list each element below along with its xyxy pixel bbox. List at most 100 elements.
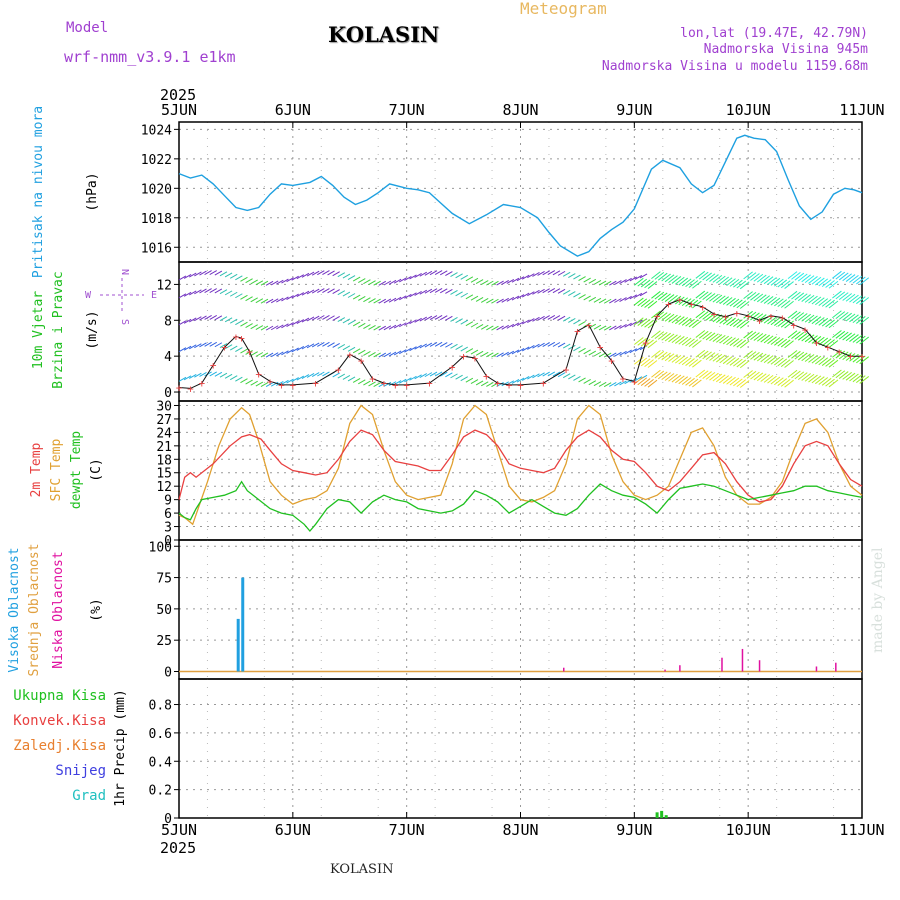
wind-barb bbox=[578, 320, 586, 326]
wind-barb bbox=[475, 323, 484, 329]
wind-barb bbox=[178, 320, 187, 326]
precip-bar bbox=[660, 810, 664, 818]
wind-barb bbox=[624, 322, 632, 328]
wind-barb bbox=[465, 294, 474, 300]
wind-barb bbox=[678, 376, 689, 385]
wind-barb bbox=[603, 298, 612, 304]
wind-gust-marker: + bbox=[574, 325, 581, 338]
x-tick-label-top: 7JUN bbox=[389, 101, 425, 119]
temp-title-2: dewpt Temp bbox=[69, 431, 84, 509]
wind-gust-marker: + bbox=[711, 308, 718, 321]
wind-barb bbox=[722, 336, 733, 345]
wind-barb bbox=[828, 280, 839, 289]
wind-barb bbox=[322, 341, 330, 347]
wind-barb bbox=[828, 320, 839, 329]
wind-barb bbox=[511, 349, 520, 355]
wind-barb bbox=[301, 290, 310, 296]
wind-barb bbox=[363, 324, 371, 329]
y-tick-label: 8 bbox=[164, 314, 172, 329]
wind-barb bbox=[692, 300, 702, 309]
wind-barb bbox=[270, 381, 279, 387]
y-tick-label: 0 bbox=[164, 665, 172, 680]
wind-barb bbox=[404, 320, 412, 326]
wind-gust-marker: + bbox=[517, 379, 524, 392]
wind-barb bbox=[429, 288, 438, 294]
wind-barb bbox=[774, 377, 784, 386]
wind-barb bbox=[712, 274, 723, 283]
wind-barb bbox=[245, 278, 253, 284]
wind-barb bbox=[342, 374, 351, 380]
wind-barb bbox=[629, 276, 638, 282]
wind-barb bbox=[414, 317, 422, 323]
wind-barb bbox=[537, 315, 545, 321]
wind-barb bbox=[729, 278, 740, 287]
wind-gust-marker: + bbox=[733, 307, 740, 320]
wind-barb bbox=[578, 377, 586, 383]
wind-barb bbox=[609, 325, 617, 331]
wind-barb bbox=[688, 378, 699, 387]
wind-barb bbox=[722, 376, 733, 384]
precip-legend-2: Zaledj.Kisa bbox=[13, 738, 106, 754]
wind-barb bbox=[296, 319, 305, 324]
wind-gust-marker: + bbox=[699, 301, 706, 314]
low-cloud-bar bbox=[835, 662, 837, 672]
wind-barb bbox=[825, 280, 835, 288]
wind-barb bbox=[705, 332, 716, 341]
wind-barb bbox=[393, 296, 402, 302]
wind-barb bbox=[780, 300, 791, 308]
wind-barb bbox=[255, 352, 264, 357]
wind-barb bbox=[746, 351, 757, 359]
wind-barb bbox=[705, 293, 716, 301]
wind-barb bbox=[811, 276, 822, 285]
wind-barb bbox=[281, 296, 289, 302]
wind-gust-marker: + bbox=[779, 312, 786, 325]
wind-barb bbox=[743, 271, 753, 280]
wind-barb bbox=[373, 280, 381, 286]
wind-barb bbox=[702, 311, 712, 320]
wind-barb bbox=[296, 345, 305, 351]
wind-barb bbox=[702, 371, 712, 379]
wind-barb bbox=[750, 351, 760, 360]
wind-barb bbox=[859, 297, 870, 305]
wind-barb bbox=[480, 298, 489, 303]
wind-barb bbox=[470, 349, 479, 355]
wind-barb bbox=[270, 325, 279, 331]
wind-gust-marker: + bbox=[688, 298, 695, 311]
wind-barb bbox=[726, 337, 736, 346]
wind-barb bbox=[388, 381, 397, 387]
wind-barb bbox=[322, 270, 330, 276]
wind-barb bbox=[450, 343, 458, 349]
wind-barb bbox=[547, 341, 556, 347]
wind-barb bbox=[388, 297, 397, 303]
wind-barb bbox=[651, 290, 661, 299]
wind-barb bbox=[270, 280, 279, 286]
wind-barb bbox=[811, 375, 822, 384]
wind-barb bbox=[678, 336, 689, 345]
wind-barb bbox=[291, 347, 299, 353]
x-tick-label-top: 9JUN bbox=[616, 101, 652, 119]
wind-barb bbox=[770, 317, 781, 326]
wind-barb bbox=[614, 351, 622, 357]
wind-barb bbox=[337, 373, 346, 379]
wind-barb bbox=[651, 350, 661, 358]
wind-barb bbox=[637, 337, 648, 346]
wind-barb bbox=[634, 292, 643, 298]
wind-barb bbox=[698, 370, 709, 379]
wind-barb bbox=[460, 319, 468, 325]
wind-barb bbox=[573, 346, 581, 352]
y-tick-label: 0 bbox=[164, 534, 172, 549]
wind-barb bbox=[825, 378, 835, 387]
wind-barb bbox=[709, 274, 719, 282]
wind-gust-marker: + bbox=[472, 352, 479, 365]
wind-barb bbox=[804, 294, 815, 303]
wind-barb bbox=[281, 278, 289, 284]
temp-2m-line bbox=[178, 429, 863, 503]
y-tick-label: 21 bbox=[156, 440, 172, 455]
wind-barb bbox=[777, 378, 788, 386]
wind-barb bbox=[214, 315, 223, 321]
wind-barb bbox=[409, 292, 417, 298]
wind-barb bbox=[791, 331, 801, 339]
wind-barb bbox=[705, 312, 716, 321]
wind-barb bbox=[501, 381, 509, 387]
wind-barb bbox=[750, 273, 760, 281]
